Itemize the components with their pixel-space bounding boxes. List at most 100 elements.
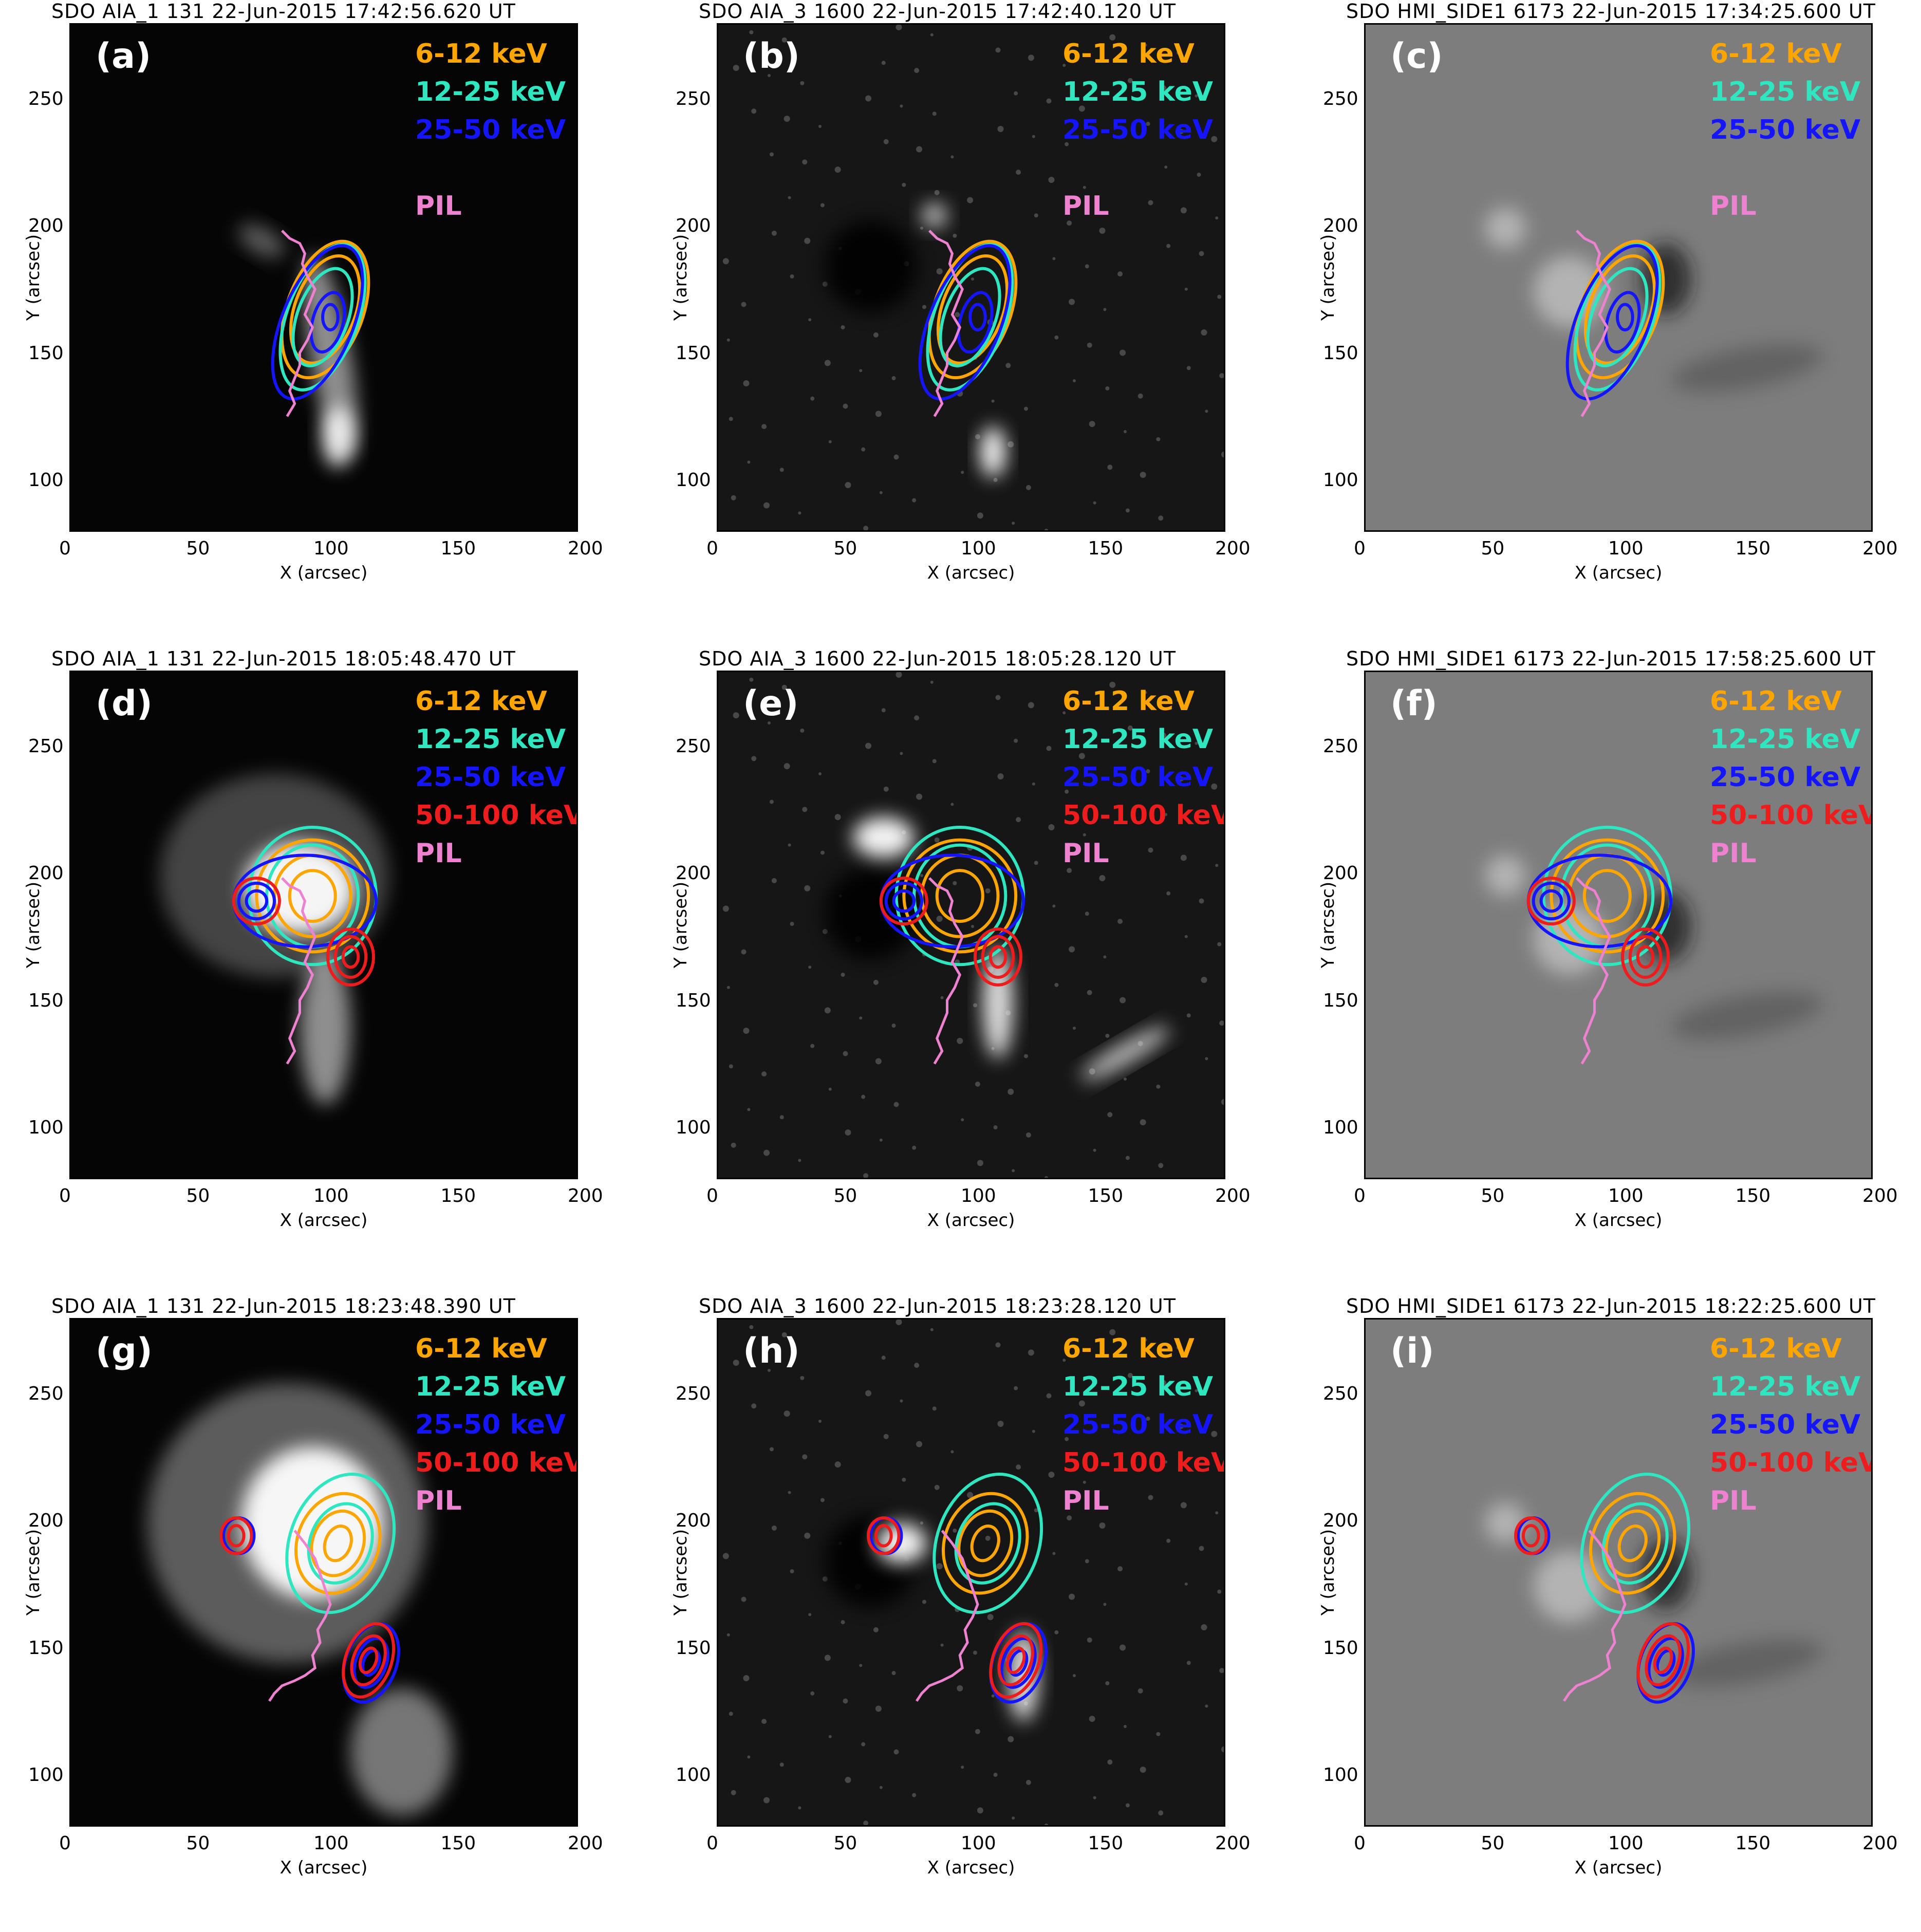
network-bright-point xyxy=(873,332,879,338)
network-bright-point xyxy=(828,1735,832,1738)
network-bright-point xyxy=(971,277,974,281)
contour-12-25-kev xyxy=(1586,267,1649,367)
panel-letter: (g) xyxy=(96,1331,153,1371)
network-bright-point xyxy=(1109,1329,1116,1335)
negative-plage xyxy=(1672,1639,1822,1687)
pil-contour xyxy=(928,230,964,417)
network-bright-point xyxy=(1201,329,1207,336)
pil-contour xyxy=(1563,1530,1627,1702)
network-bright-point xyxy=(741,949,747,955)
network-bright-point xyxy=(1156,437,1161,441)
legend-item: 12-25 keV xyxy=(1062,77,1214,107)
network-bright-point xyxy=(1103,308,1107,311)
network-bright-point xyxy=(893,1102,899,1107)
panel-title: SDO AIA_3 1600 22-Jun-2015 18:05:28.120 … xyxy=(699,647,1177,670)
network-bright-point xyxy=(808,1613,812,1617)
y-axis-label: Y (arcsec) xyxy=(1318,1529,1338,1616)
network-bright-point xyxy=(1215,216,1219,220)
network-bright-point xyxy=(977,1807,983,1814)
post-flare-loops xyxy=(350,1688,453,1816)
network-bright-point xyxy=(967,1492,974,1498)
network-bright-point xyxy=(1044,1824,1049,1825)
network-bright-point xyxy=(879,1138,883,1142)
network-bright-point xyxy=(902,182,906,187)
network-bright-point xyxy=(936,268,943,275)
contour-50-100-kev xyxy=(219,1516,253,1555)
contour-50-100-kev xyxy=(358,1646,379,1675)
x-tick-label: 50 xyxy=(833,538,857,559)
network-bright-point xyxy=(932,1406,937,1411)
network-bright-point xyxy=(891,1024,896,1028)
network-bright-point xyxy=(1046,1393,1052,1399)
network-bright-point xyxy=(731,1790,736,1795)
network-bright-point xyxy=(771,878,777,883)
network-bright-point xyxy=(1219,1668,1224,1674)
y-tick-label: 100 xyxy=(676,1764,711,1786)
contour-50-100-kev xyxy=(1636,1622,1690,1699)
network-bright-point xyxy=(1085,1559,1089,1564)
x-axis-label: X (arcsec) xyxy=(279,1857,368,1878)
image-features xyxy=(722,672,1224,1178)
network-bright-point xyxy=(883,786,889,792)
network-bright-point xyxy=(1034,861,1038,865)
network-bright-point xyxy=(1078,753,1085,759)
x-tick-label: 200 xyxy=(568,1185,603,1206)
network-bright-point xyxy=(763,1149,770,1156)
network-bright-point xyxy=(875,411,882,417)
legend-item: 12-25 keV xyxy=(1710,1371,1861,1402)
network-bright-point xyxy=(936,916,943,922)
network-bright-point xyxy=(1023,406,1028,411)
network-bright-point xyxy=(1158,1810,1164,1816)
network-bright-point xyxy=(804,237,811,244)
network-bright-point xyxy=(932,759,937,764)
hxr-contours xyxy=(867,1473,1048,1704)
legend-item-pil: PIL xyxy=(1062,191,1109,221)
network-bright-point xyxy=(771,1525,777,1531)
y-tick-label: 150 xyxy=(676,1637,711,1659)
legend-item: 25-50 keV xyxy=(1062,115,1214,145)
contour-6-12-kev xyxy=(902,838,1018,954)
network-bright-point xyxy=(1215,1511,1219,1515)
network-bright-point xyxy=(1008,1736,1014,1742)
network-bright-point xyxy=(1221,1746,1224,1753)
image-background xyxy=(718,672,1224,1178)
legend-item: 6-12 keV xyxy=(1062,686,1195,717)
panel-letter: (c) xyxy=(1390,36,1443,77)
negative-polarity xyxy=(1640,1538,1691,1610)
contour-25-50-kev xyxy=(1539,889,1563,913)
network-bright-point xyxy=(1034,1508,1038,1513)
network-bright-point xyxy=(747,1108,751,1111)
panel-letter: (h) xyxy=(743,1331,800,1371)
y-axis-label: Y (arcsec) xyxy=(23,234,44,321)
network-bright-point xyxy=(1034,213,1038,218)
network-bright-point xyxy=(1158,515,1164,521)
y-tick-label: 150 xyxy=(676,990,711,1011)
network-bright-point xyxy=(798,1806,801,1810)
network-bright-point xyxy=(731,1142,736,1148)
network-bright-point xyxy=(1117,1566,1123,1572)
network-bright-point xyxy=(1176,698,1181,702)
contour-25-50-kev xyxy=(1532,881,1571,921)
network-bright-point xyxy=(920,1521,923,1525)
y-tick-label: 200 xyxy=(1323,1510,1358,1531)
legend-item: 12-25 keV xyxy=(415,724,566,755)
y-tick-label: 100 xyxy=(28,470,64,491)
x-axis-label: X (arcsec) xyxy=(1574,1857,1663,1878)
legend: 6-12 keV 12-25 keV 25-50 keV PIL xyxy=(1062,35,1213,225)
network-bright-point xyxy=(953,233,957,238)
network-bright-point xyxy=(1117,271,1123,277)
x-tick-label: 0 xyxy=(59,1833,71,1854)
contour-25-50-kev xyxy=(1565,244,1659,401)
network-bright-point xyxy=(863,1820,869,1825)
contour-50-100-kev xyxy=(1645,1634,1682,1686)
network-bright-point xyxy=(802,159,808,165)
network-bright-point xyxy=(1211,136,1218,142)
panel-title: SDO AIA_1 131 22-Jun-2015 18:23:48.390 U… xyxy=(51,1295,516,1317)
hxr-contours xyxy=(1514,1473,1695,1704)
network-bright-point xyxy=(1099,227,1106,234)
network-bright-point xyxy=(1127,725,1133,731)
network-bright-point xyxy=(1085,264,1089,269)
x-tick-label: 150 xyxy=(440,1185,476,1206)
contour-6-12-kev xyxy=(1550,838,1665,954)
network-bright-point xyxy=(818,125,822,128)
